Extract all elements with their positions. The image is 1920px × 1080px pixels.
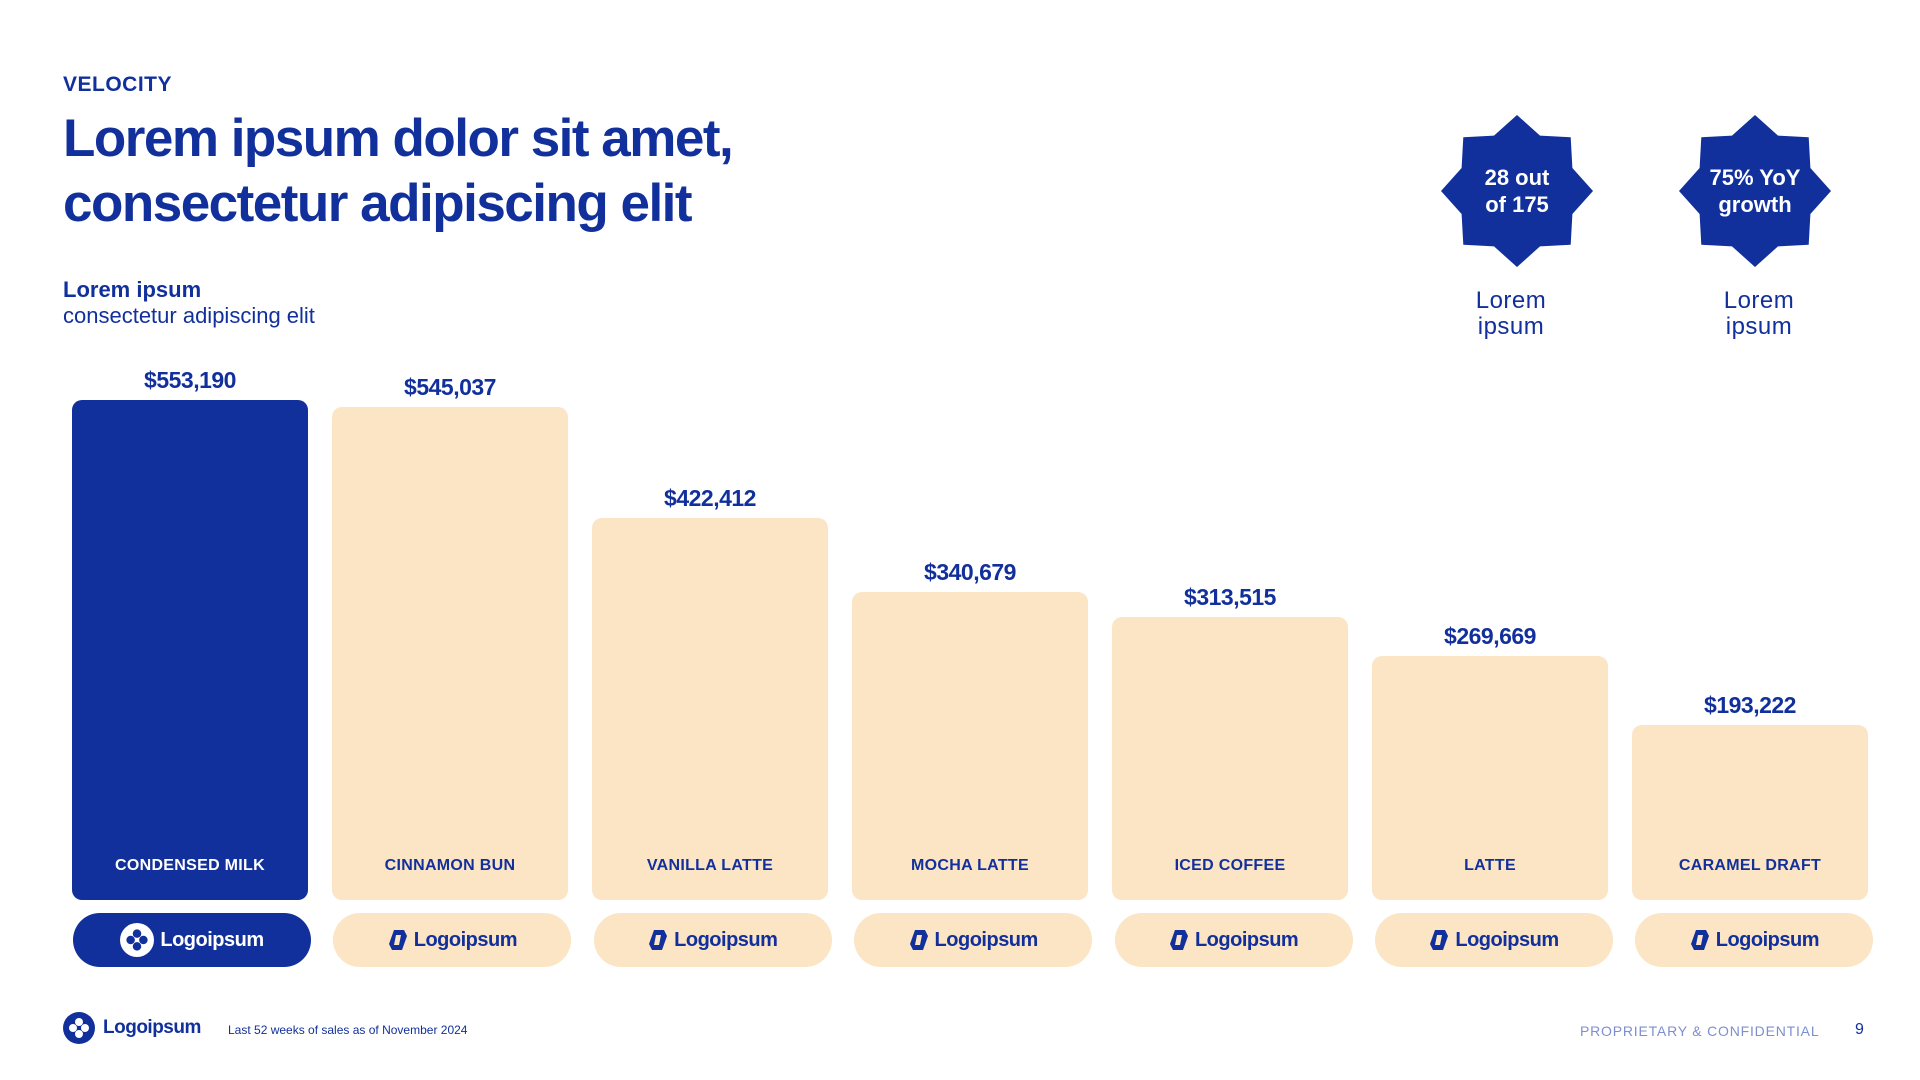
brand-logo-text: Logoipsum — [1715, 928, 1820, 951]
bar — [592, 518, 828, 900]
bar-value-label: $269,669 — [1444, 623, 1536, 649]
category-label: MOCHA LATTE — [911, 857, 1029, 874]
brand-logo-pill: Logoipsum — [73, 913, 311, 967]
category-label: ICED COFFEE — [1174, 857, 1286, 874]
subheading: Lorem ipsum — [63, 277, 202, 302]
bar — [1372, 656, 1608, 900]
brand-logo-text: Logoipsum — [1194, 928, 1299, 951]
footer-logo: Logoipsum — [63, 1012, 201, 1044]
badge-1-caption: Lorem ipsum — [1475, 287, 1547, 340]
logo-icon — [120, 923, 155, 957]
brand-logo-text: Logoipsum — [160, 928, 264, 951]
bar — [852, 592, 1088, 900]
footnote: Last 52 weeks of sales as of November 20… — [228, 1023, 468, 1037]
category-label: CARAMEL DRAFT — [1678, 857, 1822, 874]
logo-icon — [1430, 930, 1449, 950]
bar — [72, 400, 308, 900]
bar-value-label: $553,190 — [144, 367, 236, 393]
brand-logo-pill: Logoipsum — [1375, 913, 1613, 967]
badge-2-line-1: 75% YoY — [1709, 165, 1801, 190]
logo-icon — [909, 930, 928, 950]
badge-1-line-2: of 175 — [1485, 192, 1549, 217]
logo-icon — [649, 930, 668, 950]
subheading-text: consectetur adipiscing elit — [63, 303, 315, 328]
footer-logo-text: Logoipsum — [103, 1017, 201, 1038]
stat-badge-2: 75% YoY growth — [1679, 113, 1831, 269]
bar — [332, 407, 568, 900]
bar-value-label: $545,037 — [404, 374, 496, 400]
bar — [1112, 617, 1348, 900]
brand-logo-pill: Logoipsum — [854, 913, 1093, 967]
page-title-line-2: consectetur adipiscing elit — [63, 174, 693, 233]
category-label: LATTE — [1464, 857, 1516, 874]
brand-logo-text: Logoipsum — [934, 928, 1039, 951]
confidential-label: PROPRIETARY & CONFIDENTIAL — [1580, 1023, 1820, 1039]
brand-logo-text: Logoipsum — [413, 928, 518, 951]
brand-logo-text: Logoipsum — [1455, 928, 1559, 951]
brand-logo-pill: Logoipsum — [1114, 913, 1353, 967]
eyebrow-label: VELOCITY — [63, 73, 173, 96]
logo-icon — [1169, 930, 1188, 950]
starburst-icon — [1679, 115, 1831, 267]
page-title: Lorem ipsum dolor sit amet, consectetur … — [63, 106, 963, 236]
logo-icon — [1690, 930, 1709, 950]
bar-value-label: $313,515 — [1184, 584, 1276, 610]
logo-icon — [63, 1012, 95, 1044]
category-label: CONDENSED MILK — [115, 857, 265, 874]
badge-2-caption: Lorem ipsum — [1723, 287, 1795, 340]
starburst-icon — [1441, 115, 1593, 267]
page-title-line-1: Lorem ipsum dolor sit amet, — [63, 109, 734, 168]
brand-logo-text: Logoipsum — [674, 928, 778, 951]
stat-badge-1: 28 out of 175 — [1441, 113, 1593, 269]
brand-logo-pill: Logoipsum — [593, 913, 832, 967]
bar-value-label: $340,679 — [924, 559, 1016, 585]
page-number: 9 — [1855, 1021, 1864, 1038]
brand-logo-pill: Logoipsum — [333, 913, 572, 967]
category-label: CINNAMON BUN — [384, 857, 516, 874]
bar-value-label: $422,412 — [664, 485, 756, 511]
badge-2-line-2: growth — [1718, 192, 1792, 217]
bar-value-label: $193,222 — [1704, 692, 1796, 718]
brand-logo-pill: Logoipsum — [1635, 913, 1874, 967]
logo-icon — [388, 930, 407, 950]
category-label: VANILLA LATTE — [646, 857, 774, 874]
bar — [1632, 725, 1868, 900]
badge-1-line-1: 28 out — [1484, 165, 1550, 190]
